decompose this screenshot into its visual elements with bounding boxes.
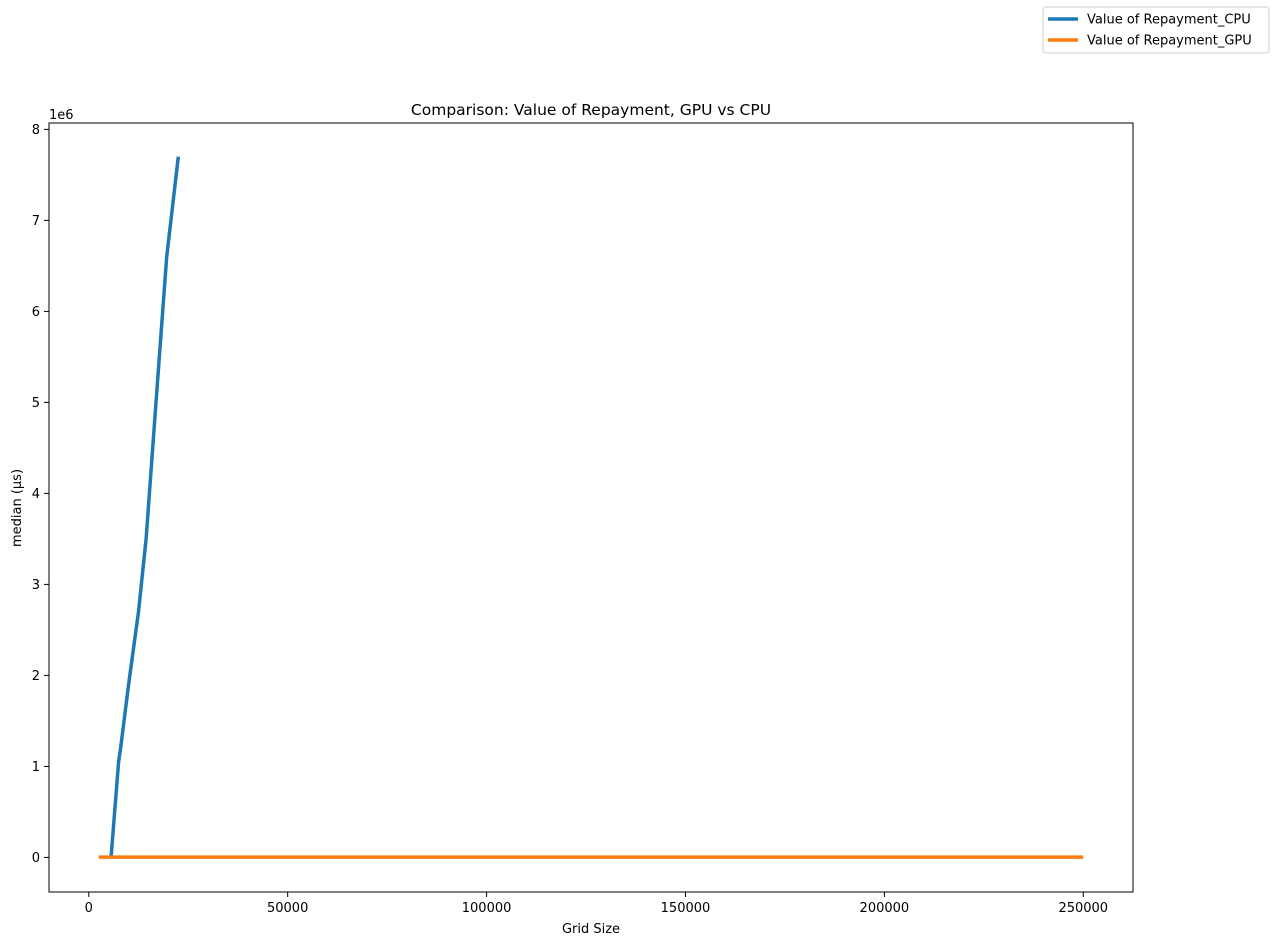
series-layer: [98, 156, 1084, 859]
y-tick-label: 4: [32, 487, 40, 502]
y-axis: 0 1 2 3 4 5 6 7 8: [32, 123, 49, 866]
legend: Value of Repayment_CPU Value of Repaymen…: [1042, 6, 1270, 54]
y-tick-label: 2: [32, 669, 40, 684]
x-tick-label: 200000: [860, 901, 910, 916]
y-axis-label: median (µs): [10, 469, 25, 547]
x-tick-label: 0: [85, 901, 93, 916]
x-tick-label: 50000: [267, 901, 308, 916]
y-tick-label: 1: [32, 760, 40, 775]
x-axis-label: Grid Size: [562, 922, 620, 937]
y-tick-label: 6: [32, 305, 40, 320]
y-tick-label: 5: [32, 396, 40, 411]
legend-label-cpu: Value of Repayment_CPU: [1087, 13, 1251, 28]
y-offset-label: 1e6: [49, 108, 74, 123]
y-tick-label: 0: [32, 851, 40, 866]
legend-label-gpu: Value of Repayment_GPU: [1087, 34, 1252, 49]
y-tick-label: 7: [32, 214, 40, 229]
chart-title: Comparison: Value of Repayment, GPU vs C…: [411, 101, 771, 119]
axes-frame: [48, 122, 1134, 893]
x-tick-label: 100000: [462, 901, 512, 916]
series-line-cpu: [109, 156, 181, 856]
x-tick-label: 150000: [661, 901, 711, 916]
legend-frame: [1042, 6, 1270, 54]
y-tick-label: 3: [32, 578, 40, 593]
y-tick-label: 8: [32, 123, 40, 138]
x-axis: 0 50000 100000 150000 200000 250000: [85, 892, 1108, 916]
x-tick-label: 250000: [1058, 901, 1108, 916]
